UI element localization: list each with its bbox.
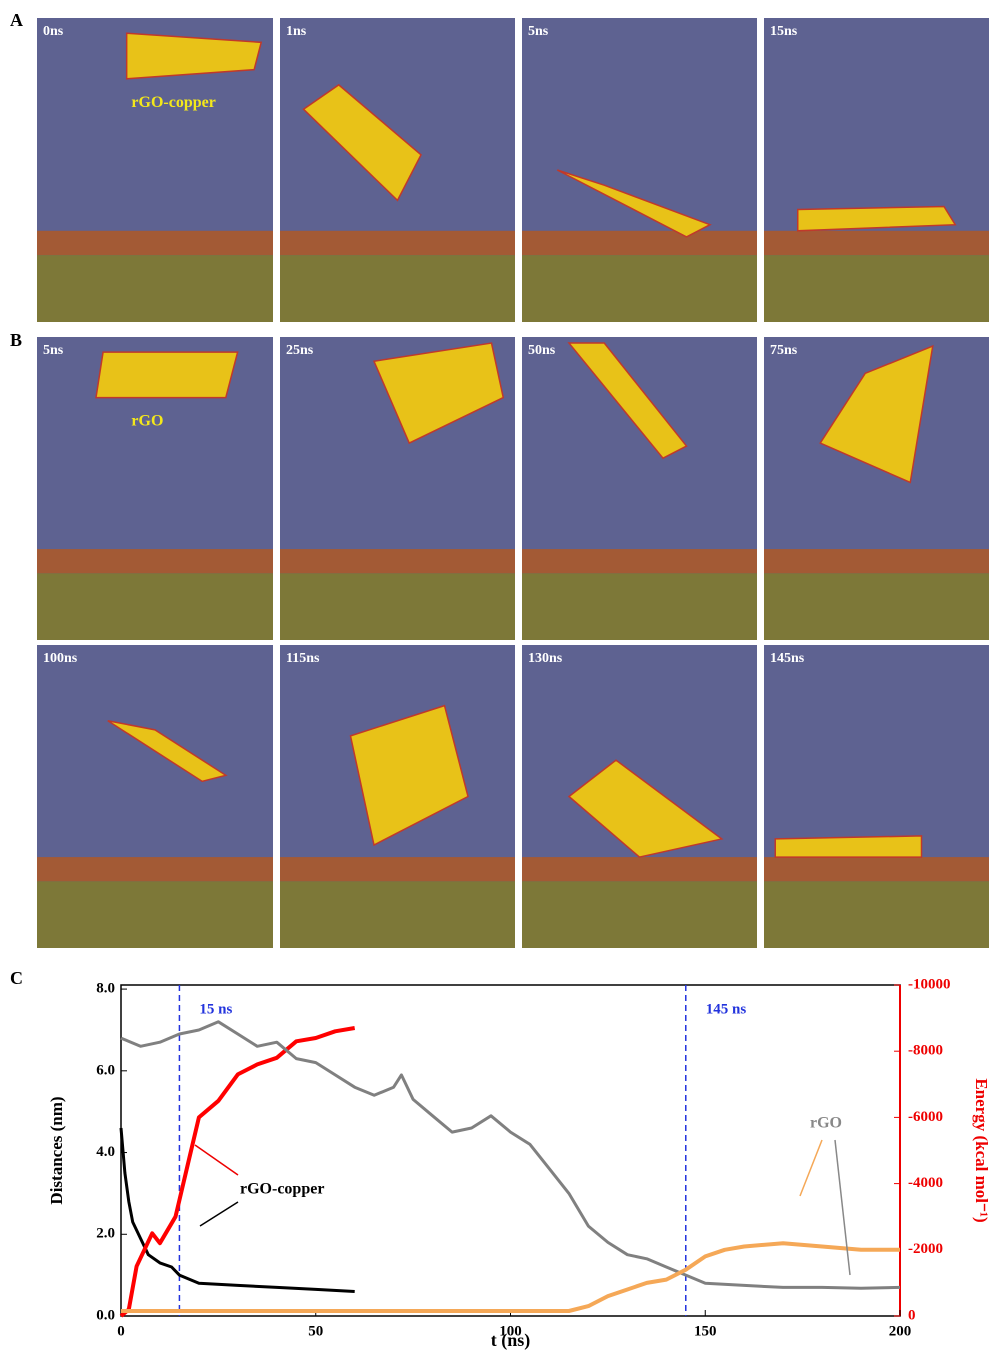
lipid-tails — [522, 881, 757, 948]
graphene-sheet — [125, 32, 263, 80]
headgroups — [764, 549, 989, 574]
lipid-tails — [37, 255, 273, 322]
annotation: rGO — [810, 1115, 842, 1132]
time-label: 5ns — [528, 24, 549, 39]
lipid-tails — [522, 573, 757, 640]
x-tick-label: 150 — [694, 1323, 717, 1339]
graphene-sheet — [349, 704, 469, 847]
arrow — [834, 1139, 851, 1276]
time-label: 0ns — [43, 24, 64, 39]
lipid-tails — [522, 255, 757, 322]
y-tick-label: 2.0 — [96, 1226, 115, 1242]
arrow — [194, 1144, 239, 1176]
lipid-tails — [37, 881, 273, 948]
y2-axis-title: Energy (kcal mol⁻¹) — [972, 1078, 989, 1222]
graphene-sheet — [567, 342, 688, 460]
series-line — [119, 1127, 355, 1293]
arrow — [799, 1139, 823, 1197]
headgroups — [522, 857, 757, 882]
y2-tick-label: -6000 — [908, 1109, 943, 1125]
y-tick-label: 4.0 — [96, 1144, 115, 1160]
x-tick-label: 200 — [889, 1323, 912, 1339]
reference-label: 145 ns — [706, 1001, 747, 1017]
series-line — [119, 1026, 356, 1318]
y-tick-label: 8.0 — [96, 981, 115, 997]
headgroups — [522, 230, 757, 256]
headgroups — [764, 857, 989, 882]
arrow — [199, 1201, 239, 1227]
y-tick-label: 0.0 — [96, 1307, 115, 1323]
y2-tick-label: -10000 — [908, 976, 951, 992]
panel-label: C — [10, 968, 23, 988]
lipid-tails — [280, 881, 515, 948]
headgroups — [764, 230, 989, 256]
x-tick-label: 100 — [499, 1323, 522, 1339]
graphene-sheet — [567, 759, 724, 858]
headgroups — [280, 230, 515, 256]
graphene-sheet — [774, 835, 923, 858]
graphene-sheet — [819, 344, 934, 484]
graphene-sheet — [797, 205, 957, 232]
lipid-tails — [764, 881, 989, 948]
time-label: 130ns — [528, 651, 563, 666]
panel-label: B — [10, 330, 22, 350]
time-label: 50ns — [528, 343, 556, 358]
series-line — [121, 1241, 900, 1313]
headgroups — [522, 549, 757, 574]
headgroups — [280, 549, 515, 574]
annotation: rGO-copper — [240, 1181, 324, 1198]
lipid-tails — [764, 255, 989, 322]
graphene-sheet — [95, 351, 239, 399]
x-tick-label: 50 — [308, 1323, 323, 1339]
x-tick-label: 0 — [117, 1323, 125, 1339]
reference-label: 15 ns — [199, 1001, 232, 1017]
headgroups — [37, 857, 273, 882]
y2-tick-label: -8000 — [908, 1043, 943, 1059]
lipid-tails — [37, 573, 273, 640]
series-line — [120, 1020, 901, 1290]
time-label: 75ns — [770, 343, 798, 358]
time-label: 145ns — [770, 651, 805, 666]
time-label: 115ns — [286, 651, 320, 666]
sheet-label: rGO-copper — [131, 94, 215, 111]
y2-tick-label: -4000 — [908, 1175, 943, 1191]
graphene-sheet — [302, 83, 422, 202]
x-axis-title: t (ns) — [491, 1330, 531, 1351]
y2-tick-label: 0 — [908, 1307, 916, 1323]
y2-tick-label: -2000 — [908, 1241, 943, 1257]
headgroups — [37, 230, 273, 256]
time-label: 15ns — [770, 24, 798, 39]
lipid-tails — [764, 573, 989, 640]
time-label: 1ns — [286, 24, 307, 39]
y-tick-label: 6.0 — [96, 1062, 115, 1078]
graphene-sheet — [556, 169, 712, 238]
headgroups — [280, 857, 515, 882]
y-axis-title: Distances (nm) — [47, 1096, 66, 1204]
headgroups — [37, 549, 273, 574]
lipid-tails — [280, 573, 515, 640]
lipid-tails — [280, 255, 515, 322]
time-label: 5ns — [43, 343, 64, 358]
graphene-sheet — [107, 720, 228, 783]
time-label: 100ns — [43, 651, 78, 666]
graphene-sheet — [372, 342, 505, 445]
panel-label: A — [10, 10, 23, 30]
time-label: 25ns — [286, 343, 314, 358]
sheet-label: rGO — [131, 413, 163, 430]
